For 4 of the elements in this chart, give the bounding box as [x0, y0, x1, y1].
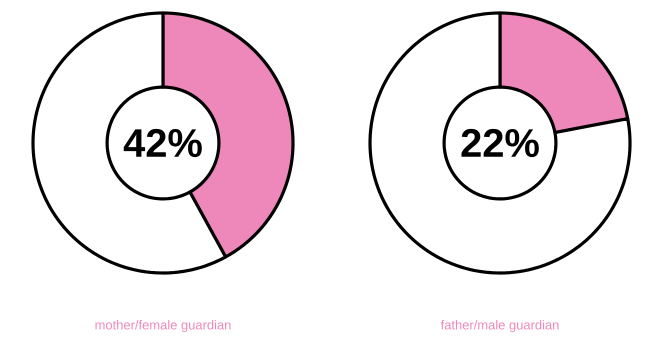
text: mother/female guardian [95, 320, 231, 332]
text: father/male guardian [440, 320, 559, 332]
text: 42% [124, 128, 202, 158]
text: 22% [462, 128, 539, 158]
